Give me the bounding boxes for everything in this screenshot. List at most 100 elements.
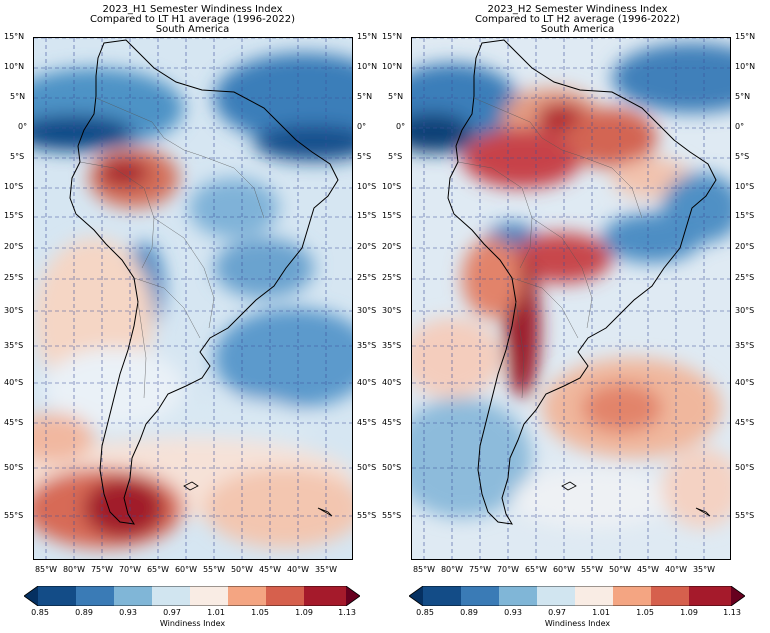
colorbar-tick: 1.09 bbox=[295, 608, 313, 617]
lon-label: 75°W bbox=[90, 565, 114, 574]
colorbar-tick: 1.01 bbox=[207, 608, 225, 617]
lon-label: 45°W bbox=[636, 565, 660, 574]
colorbar-tick: 0.85 bbox=[31, 608, 49, 617]
lat-label: 45°S bbox=[735, 418, 755, 427]
lat-label: 55°S bbox=[382, 511, 402, 520]
lat-label: 30°S bbox=[382, 306, 402, 315]
windiness-map-h1 bbox=[33, 37, 353, 560]
falkland-islands bbox=[183, 481, 199, 491]
lat-label: 15°S bbox=[4, 211, 24, 220]
lat-label: 15°S bbox=[382, 211, 402, 220]
lat-label: 55°S bbox=[357, 511, 377, 520]
country-borders bbox=[79, 97, 265, 399]
panel-h2: 2023_H2 Semester Windiness Index Compare… bbox=[382, 0, 770, 633]
colorbar-tick: 1.09 bbox=[680, 608, 698, 617]
panel-subtitle: Compared to LT H2 average (1996-2022) bbox=[474, 14, 681, 25]
lon-label: 45°W bbox=[258, 565, 282, 574]
colorbar-tick: 0.97 bbox=[548, 608, 566, 617]
windiness-field-h1 bbox=[34, 38, 352, 559]
lat-label: 25°S bbox=[735, 273, 755, 282]
windiness-field-h2 bbox=[412, 38, 730, 559]
windiness-map-h2 bbox=[411, 37, 731, 560]
lat-label: 55°S bbox=[735, 511, 755, 520]
colorbar-label: Windiness Index bbox=[159, 619, 226, 628]
panel-region: South America bbox=[540, 24, 615, 35]
lon-label: 35°W bbox=[314, 565, 338, 574]
lat-label: 45°S bbox=[357, 418, 377, 427]
colorbar-tick: 0.97 bbox=[163, 608, 181, 617]
lat-label: 45°S bbox=[4, 418, 24, 427]
panel-subtitle: Compared to LT H1 average (1996-2022) bbox=[89, 14, 296, 25]
lat-label: 10°S bbox=[4, 182, 24, 191]
lon-label: 80°W bbox=[440, 565, 464, 574]
lon-label: 40°W bbox=[664, 565, 688, 574]
lon-label: 50°W bbox=[230, 565, 254, 574]
panel-h1: 2023_H1 Semester Windiness Index Compare… bbox=[4, 4, 378, 628]
colorbar-tick: 1.05 bbox=[251, 608, 269, 617]
lat-label: 5°N bbox=[388, 92, 404, 101]
lon-label: 65°W bbox=[146, 565, 170, 574]
panel-region: South America bbox=[155, 24, 230, 35]
lat-label: 45°S bbox=[382, 418, 402, 427]
lat-label: 50°S bbox=[382, 463, 402, 472]
lon-label: 75°W bbox=[468, 565, 492, 574]
graticule bbox=[412, 38, 730, 559]
lat-label: 10°N bbox=[735, 62, 756, 71]
lon-label: 80°W bbox=[62, 565, 86, 574]
lat-label: 15°N bbox=[4, 32, 25, 41]
colorbar-tick: 1.13 bbox=[338, 608, 356, 617]
lat-label: 5°S bbox=[388, 152, 403, 161]
lat-label: 15°S bbox=[735, 211, 755, 220]
lat-label: 15°S bbox=[357, 211, 377, 220]
country-borders bbox=[457, 97, 643, 399]
lat-label: 0° bbox=[396, 122, 406, 131]
colorbar-tick: 1.13 bbox=[723, 608, 741, 617]
lat-label: 10°S bbox=[357, 182, 377, 191]
lat-label: 15°N bbox=[382, 32, 403, 41]
lon-label: 50°W bbox=[608, 565, 632, 574]
lat-label: 10°N bbox=[382, 62, 403, 71]
lat-label: 0° bbox=[357, 122, 367, 131]
colorbar-label: Windiness Index bbox=[544, 619, 611, 628]
colorbar-tick: 1.05 bbox=[636, 608, 654, 617]
lat-label: 0° bbox=[735, 122, 745, 131]
colorbar bbox=[24, 586, 360, 606]
lon-label: 40°W bbox=[286, 565, 310, 574]
lon-label: 55°W bbox=[202, 565, 226, 574]
south-america-coastline bbox=[447, 39, 717, 525]
lon-label: 60°W bbox=[552, 565, 576, 574]
lon-label: 65°W bbox=[524, 565, 548, 574]
lat-label: 30°S bbox=[4, 306, 24, 315]
lat-label: 25°S bbox=[382, 273, 402, 282]
lon-label: 85°W bbox=[34, 565, 58, 574]
panel-title: 2023_H1 Semester Windiness Index bbox=[102, 4, 283, 15]
lat-label: 5°S bbox=[735, 152, 750, 161]
lat-label: 10°S bbox=[735, 182, 755, 191]
lat-label: 40°S bbox=[382, 378, 402, 387]
lon-label: 85°W bbox=[412, 565, 436, 574]
colorbar-tick: 0.85 bbox=[416, 608, 434, 617]
colorbar-tick: 0.89 bbox=[460, 608, 478, 617]
lat-label: 50°S bbox=[357, 463, 377, 472]
colorbar bbox=[409, 586, 745, 606]
lat-label: 10°S bbox=[382, 182, 402, 191]
south-america-coastline bbox=[69, 39, 339, 525]
lat-label: 20°S bbox=[357, 242, 377, 251]
lat-label: 35°S bbox=[4, 341, 24, 350]
lat-label: 40°S bbox=[357, 378, 377, 387]
colorbar-tick: 1.01 bbox=[592, 608, 610, 617]
lat-label: 15°N bbox=[357, 32, 378, 41]
lat-label: 55°S bbox=[4, 511, 24, 520]
lat-label: 0° bbox=[18, 122, 28, 131]
lat-label: 35°S bbox=[357, 341, 377, 350]
lat-label: 25°S bbox=[4, 273, 24, 282]
lat-label: 5°N bbox=[357, 92, 373, 101]
lon-label: 60°W bbox=[174, 565, 198, 574]
lat-label: 15°N bbox=[735, 32, 756, 41]
lat-label: 40°S bbox=[4, 378, 24, 387]
lat-label: 35°S bbox=[382, 341, 402, 350]
lon-label: 70°W bbox=[496, 565, 520, 574]
lat-label: 20°S bbox=[4, 242, 24, 251]
lat-label: 30°S bbox=[735, 306, 755, 315]
colorbar-tick: 0.89 bbox=[75, 608, 93, 617]
